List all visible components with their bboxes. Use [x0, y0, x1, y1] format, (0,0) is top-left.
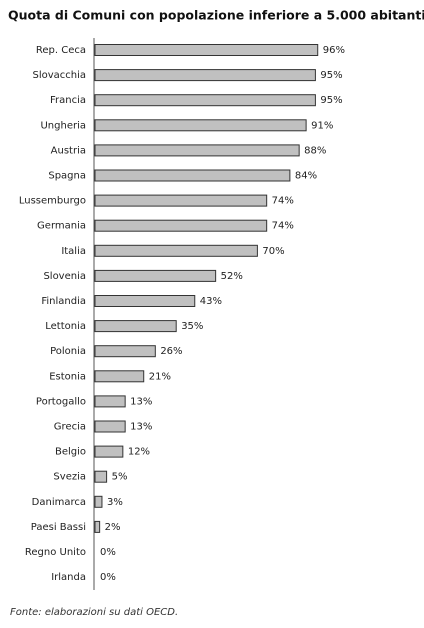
- y-tick-label: Slovacchia: [32, 70, 86, 81]
- value-label: 70%: [262, 246, 284, 257]
- bar: [94, 420, 126, 433]
- value-label: 13%: [130, 396, 152, 407]
- y-tick-label: Svezia: [53, 472, 86, 483]
- y-tick-label: Regno Unito: [25, 547, 86, 558]
- value-label: 2%: [105, 522, 121, 533]
- bar: [94, 69, 316, 82]
- value-label: 5%: [112, 472, 128, 483]
- value-label: 95%: [320, 70, 342, 81]
- y-tick-label: Lussemburgo: [19, 196, 86, 207]
- value-label: 26%: [160, 346, 182, 357]
- y-tick-label: Belgio: [55, 447, 86, 458]
- y-tick-label: Portogallo: [36, 396, 86, 407]
- bar: [94, 345, 156, 358]
- y-tick-label: Danimarca: [32, 497, 86, 508]
- y-tick-label: Ungheria: [40, 120, 86, 131]
- y-tick-label: Austria: [51, 145, 86, 156]
- source-note: Fonte: elaborazioni su dati OECD.: [10, 607, 178, 618]
- y-tick-label: Spagna: [48, 171, 86, 182]
- bar: [94, 395, 126, 408]
- bar: [94, 244, 258, 257]
- value-label: 95%: [320, 95, 342, 106]
- y-tick-label: Italia: [61, 246, 86, 257]
- value-label: 3%: [107, 497, 123, 508]
- value-label: 74%: [272, 196, 294, 207]
- y-tick-label: Germania: [37, 221, 86, 232]
- value-label: 43%: [200, 296, 222, 307]
- bar: [94, 320, 177, 333]
- y-tick-label: Grecia: [54, 422, 86, 433]
- y-tick-label: Finlandia: [41, 296, 86, 307]
- bar: [94, 219, 268, 232]
- value-label: 74%: [272, 221, 294, 232]
- bar: [94, 269, 217, 282]
- value-label: 0%: [100, 572, 116, 583]
- value-label: 52%: [221, 271, 243, 282]
- value-label: 0%: [100, 547, 116, 558]
- value-label: 91%: [311, 120, 333, 131]
- y-tick-label: Francia: [50, 95, 86, 106]
- chart-title: Quota di Comuni con popolazione inferior…: [8, 8, 424, 23]
- value-label: 88%: [304, 145, 326, 156]
- value-label: 84%: [295, 171, 317, 182]
- bar: [94, 520, 101, 533]
- bar: [94, 470, 108, 483]
- bar: [94, 169, 291, 182]
- y-tick-label: Slovenia: [43, 271, 86, 282]
- y-tick-label: Paesi Bassi: [31, 522, 86, 533]
- y-tick-label: Lettonia: [45, 321, 86, 332]
- y-tick-label: Irlanda: [51, 572, 86, 583]
- bar: [94, 194, 268, 207]
- bar: [94, 144, 300, 157]
- y-tick-label: Polonia: [50, 346, 86, 357]
- bar: [94, 119, 307, 132]
- bar: [94, 445, 124, 458]
- value-label: 96%: [323, 45, 345, 56]
- bar: [94, 370, 145, 383]
- value-label: 21%: [149, 371, 171, 382]
- bar: [94, 495, 103, 508]
- value-label: 35%: [181, 321, 203, 332]
- bar: [94, 295, 196, 307]
- value-label: 13%: [130, 422, 152, 433]
- y-tick-label: Estonia: [49, 371, 86, 382]
- y-tick-label: Rep. Ceca: [36, 45, 86, 56]
- bar: [94, 94, 316, 107]
- bar: [94, 44, 319, 56]
- value-label: 12%: [128, 447, 150, 458]
